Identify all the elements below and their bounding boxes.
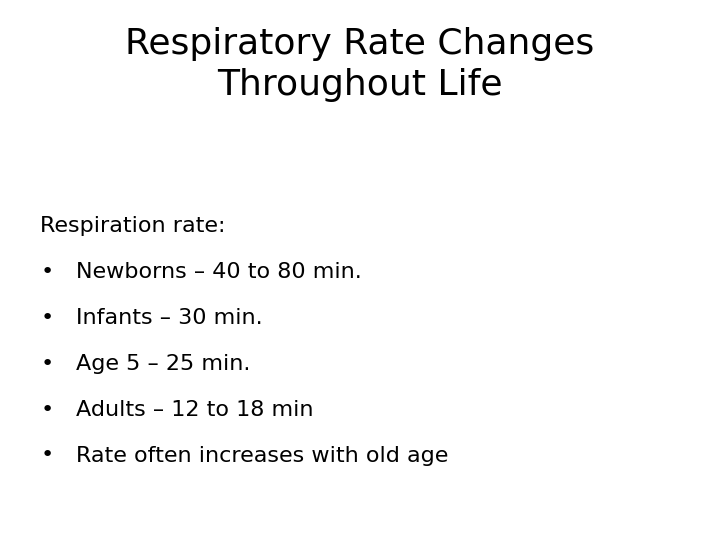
Text: Rate often increases with old age: Rate often increases with old age: [76, 446, 448, 465]
Text: Infants – 30 min.: Infants – 30 min.: [76, 308, 262, 328]
Text: Age 5 – 25 min.: Age 5 – 25 min.: [76, 354, 250, 374]
Text: •: •: [40, 400, 53, 420]
Text: •: •: [40, 308, 53, 328]
Text: Newborns – 40 to 80 min.: Newborns – 40 to 80 min.: [76, 262, 361, 282]
Text: Adults – 12 to 18 min: Adults – 12 to 18 min: [76, 400, 313, 420]
Text: •: •: [40, 354, 53, 374]
Text: Respiratory Rate Changes
Throughout Life: Respiratory Rate Changes Throughout Life: [125, 27, 595, 102]
Text: Respiration rate:: Respiration rate:: [40, 216, 225, 236]
Text: •: •: [40, 262, 53, 282]
Text: •: •: [40, 446, 53, 465]
